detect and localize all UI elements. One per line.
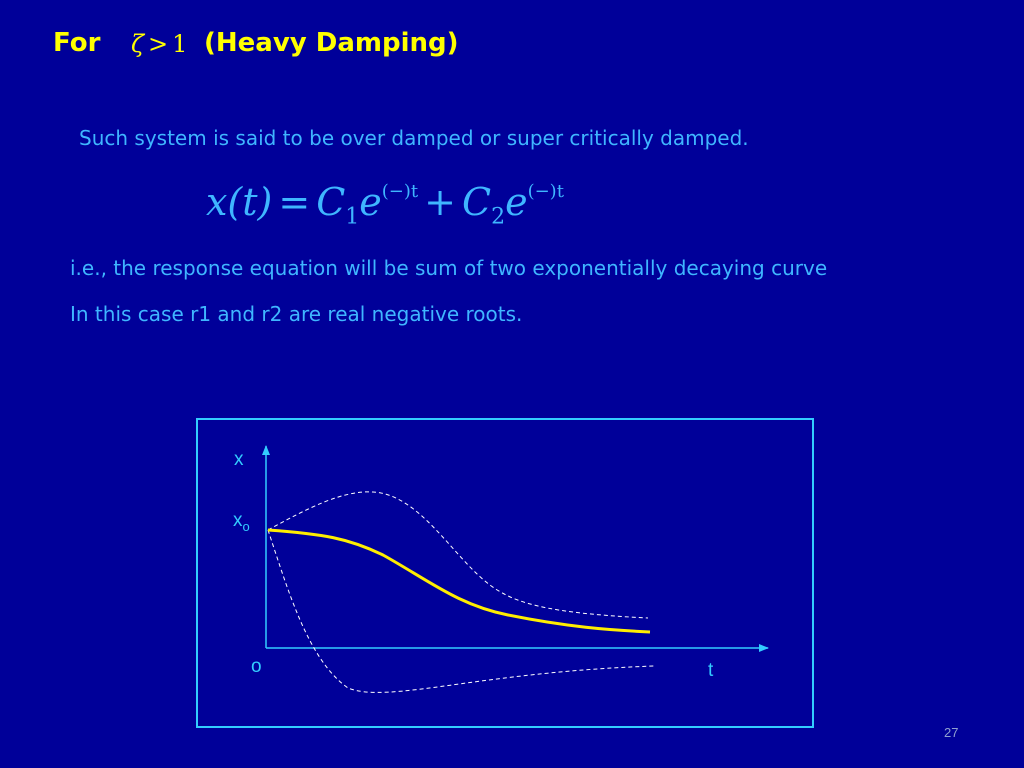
overdamped-response-curve: [267, 528, 651, 634]
initial-displacement-symbol: x: [233, 510, 243, 531]
initial-displacement-subscript: o: [243, 519, 250, 534]
term2-exponent: (−)t: [527, 181, 564, 202]
initial-displacement-label: xo: [233, 510, 250, 534]
description-paragraph: Such system is said to be over damped or…: [79, 126, 749, 150]
condition-value: 1: [172, 30, 188, 58]
term1-coefficient: C: [316, 180, 346, 224]
zeta-condition: ζ >1: [131, 30, 187, 58]
response-equation: x(t) = C1e(−)t + C2e(−)t: [206, 180, 564, 230]
upper-envelope-curve: [267, 491, 649, 619]
title-prefix: For: [53, 28, 101, 58]
term1-base: e: [359, 180, 382, 224]
page-number: 27: [944, 725, 959, 740]
greater-than-symbol: >: [148, 30, 169, 58]
title-label: (Heavy Damping): [204, 28, 459, 58]
explanation-line: i.e., the response equation will be sum …: [70, 256, 828, 280]
slide-title: For ζ >1 (Heavy Damping): [53, 28, 459, 58]
roots-line: In this case r1 and r2 are real negative…: [70, 302, 523, 326]
lower-envelope-curve: [267, 529, 655, 693]
equation-plus: +: [424, 180, 456, 224]
y-axis-label: x: [234, 449, 244, 470]
zeta-symbol: ζ: [131, 30, 145, 58]
term2-base: e: [505, 180, 528, 224]
x-axis-label: t: [708, 660, 714, 681]
origin-label: o: [251, 656, 262, 677]
response-plot: x xo o t: [233, 445, 769, 693]
equation-equals: =: [278, 180, 311, 224]
equation-lhs: x(t): [206, 180, 273, 224]
term1-subscript: 1: [345, 204, 360, 230]
term1-exponent: (−)t: [381, 181, 419, 202]
term2-subscript: 2: [491, 204, 506, 230]
response-figure: x xo o t: [196, 418, 814, 728]
term2-coefficient: C: [462, 180, 492, 224]
